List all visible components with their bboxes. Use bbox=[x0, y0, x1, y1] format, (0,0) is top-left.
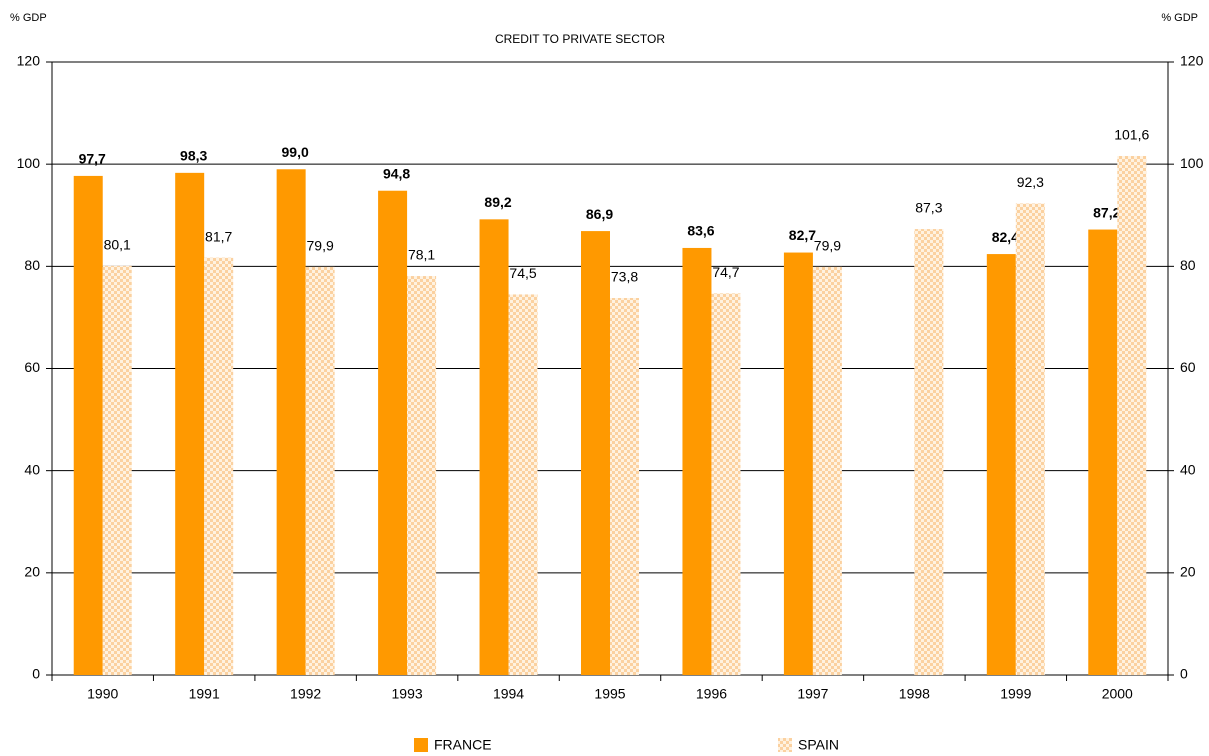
x-tick-label: 1995 bbox=[594, 686, 625, 702]
value-label: 80,1 bbox=[104, 237, 131, 253]
x-tick-label: 1999 bbox=[1000, 686, 1031, 702]
y2-tick-label: 40 bbox=[1180, 461, 1196, 477]
bar bbox=[1117, 155, 1147, 675]
bar bbox=[305, 266, 335, 675]
value-label: 101,6 bbox=[1114, 127, 1149, 143]
value-label: 74,7 bbox=[712, 264, 739, 280]
y-tick-label: 20 bbox=[24, 564, 40, 580]
value-label: 82,7 bbox=[789, 227, 816, 243]
value-label: 89,2 bbox=[484, 194, 511, 210]
legend-swatch bbox=[414, 738, 428, 752]
y2-axis-label: % GDP bbox=[1161, 12, 1198, 24]
bar bbox=[711, 293, 741, 675]
y2-tick-label: 100 bbox=[1180, 155, 1204, 171]
x-tick-label: 1990 bbox=[87, 686, 118, 702]
bar bbox=[508, 294, 538, 675]
bar bbox=[102, 265, 132, 675]
value-label: 83,6 bbox=[687, 223, 714, 239]
y-axis-label: % GDP bbox=[10, 12, 47, 24]
value-label: 87,3 bbox=[915, 200, 942, 216]
bar bbox=[204, 257, 234, 675]
bar bbox=[378, 190, 408, 676]
value-label: 87,2 bbox=[1093, 204, 1120, 220]
bar bbox=[783, 252, 813, 675]
y2-tick-label: 20 bbox=[1180, 564, 1196, 580]
value-label: 82,4 bbox=[992, 229, 1019, 245]
bar bbox=[479, 219, 509, 675]
y-tick-label: 80 bbox=[24, 257, 40, 273]
bar bbox=[73, 175, 103, 675]
y-tick-label: 0 bbox=[32, 666, 40, 682]
legend-label: FRANCE bbox=[434, 737, 492, 753]
legend-label: SPAIN bbox=[798, 737, 839, 753]
value-label: 97,7 bbox=[79, 151, 106, 167]
y-tick-label: 100 bbox=[17, 155, 41, 171]
chart-title: CREDIT TO PRIVATE SECTOR bbox=[495, 32, 665, 46]
value-label: 79,9 bbox=[814, 238, 841, 254]
x-tick-label: 1992 bbox=[290, 686, 321, 702]
value-label: 94,8 bbox=[383, 165, 410, 181]
bar bbox=[276, 169, 306, 675]
bar bbox=[986, 254, 1016, 675]
legend-swatch bbox=[778, 738, 792, 752]
bar bbox=[1088, 229, 1118, 675]
bar bbox=[175, 172, 205, 675]
value-label: 78,1 bbox=[408, 247, 435, 263]
value-label: 73,8 bbox=[611, 269, 638, 285]
value-label: 99,0 bbox=[282, 144, 309, 160]
value-label: 86,9 bbox=[586, 206, 613, 222]
y2-tick-label: 80 bbox=[1180, 257, 1196, 273]
y-tick-label: 40 bbox=[24, 461, 40, 477]
bar bbox=[812, 266, 842, 675]
x-tick-label: 1996 bbox=[696, 686, 727, 702]
x-tick-label: 1993 bbox=[392, 686, 423, 702]
bar bbox=[610, 298, 639, 675]
y-tick-label: 60 bbox=[24, 359, 40, 375]
y-tick-label: 120 bbox=[17, 53, 41, 69]
y2-tick-label: 60 bbox=[1180, 359, 1196, 375]
bar bbox=[581, 231, 610, 676]
value-label: 98,3 bbox=[180, 148, 207, 164]
value-label: 79,9 bbox=[307, 238, 334, 254]
value-label: 74,5 bbox=[509, 265, 536, 281]
x-tick-label: 1998 bbox=[899, 686, 930, 702]
bar bbox=[1015, 203, 1045, 675]
bar bbox=[682, 247, 712, 675]
x-tick-label: 1997 bbox=[797, 686, 828, 702]
value-label: 81,7 bbox=[205, 228, 232, 244]
bar bbox=[914, 229, 944, 676]
x-tick-label: 2000 bbox=[1102, 686, 1133, 702]
value-label: 92,3 bbox=[1017, 174, 1044, 190]
x-tick-label: 1994 bbox=[493, 686, 524, 702]
x-tick-label: 1991 bbox=[189, 686, 220, 702]
y2-tick-label: 120 bbox=[1180, 53, 1204, 69]
bar bbox=[407, 276, 437, 675]
y2-tick-label: 0 bbox=[1180, 666, 1188, 682]
